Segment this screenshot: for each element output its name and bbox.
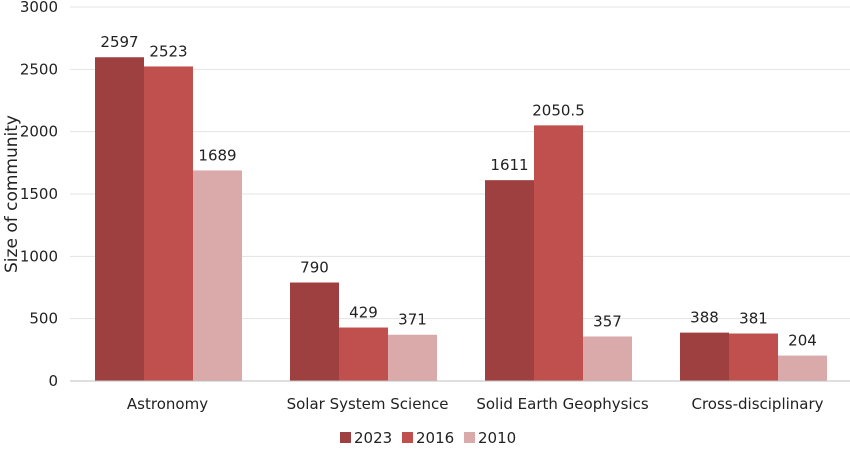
data-label: 2523	[149, 42, 187, 60]
y-axis-label: Size of community	[2, 115, 22, 273]
bar-2023	[95, 57, 144, 382]
legend-label: 2010	[478, 429, 516, 445]
bar-2023	[680, 332, 729, 381]
bar-2016	[339, 327, 388, 381]
bar-2010	[583, 336, 632, 381]
data-labels: 2597 2523 1689 790 429 371 1611 2050.5 357 388 381…	[100, 33, 816, 349]
y-tick-label: 1000	[20, 247, 58, 265]
y-tick-label: 1500	[20, 185, 58, 203]
data-label: 2050.5	[532, 101, 585, 119]
legend-swatch-2010	[464, 432, 475, 443]
bar-2010	[388, 334, 437, 381]
bar-2016	[729, 333, 778, 381]
data-label: 388	[690, 309, 719, 327]
data-label: 790	[300, 259, 329, 277]
legend-label: 2023	[354, 429, 392, 445]
x-tick-label: Astronomy	[127, 395, 208, 413]
bar-2016	[144, 66, 193, 381]
legend-swatch-2016	[402, 432, 413, 443]
x-tick-label: Solid Earth Geophysics	[476, 395, 648, 413]
bar-2023	[485, 180, 534, 381]
bar-2010	[778, 355, 827, 381]
legend-swatch-2023	[340, 432, 351, 443]
data-label: 2597	[100, 33, 138, 51]
data-label: 1689	[198, 146, 236, 164]
data-label: 1611	[490, 156, 528, 174]
x-tick-label: Solar System Science	[287, 395, 449, 413]
data-label: 357	[593, 312, 622, 330]
data-label: 429	[349, 304, 378, 322]
bar-2016	[534, 125, 583, 381]
bar-2010	[193, 170, 242, 381]
y-tick-label: 3000	[20, 0, 58, 16]
y-tick-label: 0	[48, 372, 58, 390]
y-tick-label: 2500	[20, 60, 58, 78]
y-tick-label: 2000	[20, 123, 58, 141]
x-tick-label: Cross-disciplinary	[691, 395, 823, 413]
data-label: 371	[398, 311, 427, 329]
legend: 2023 2016 2010	[340, 429, 516, 447]
y-axis-ticks: 0 500 1000 1500 2000 2500 3000	[20, 0, 58, 390]
data-label: 204	[788, 332, 817, 350]
bars	[95, 57, 827, 382]
bar-2023	[290, 282, 339, 381]
data-label: 381	[739, 310, 768, 328]
y-tick-label: 500	[29, 310, 58, 328]
legend-label: 2016	[416, 429, 454, 445]
x-axis-ticks: Astronomy Solar System Science Solid Earth…	[127, 395, 824, 413]
